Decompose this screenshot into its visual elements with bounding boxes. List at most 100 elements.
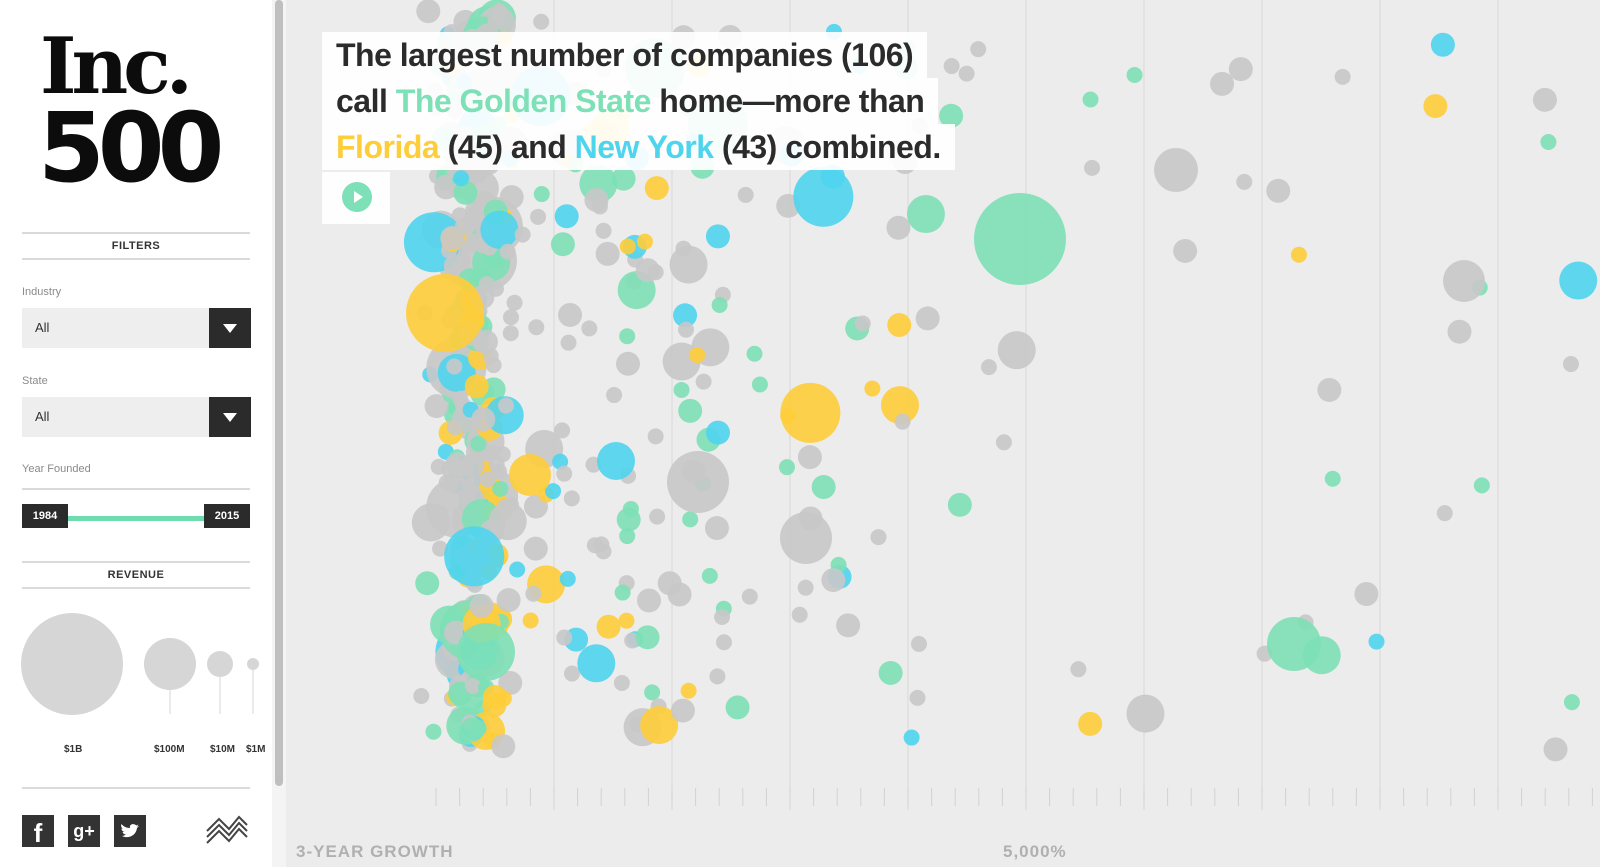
company-bubble bbox=[560, 334, 577, 351]
facebook-icon[interactable]: f bbox=[22, 815, 54, 848]
revenue-circle-10m bbox=[207, 651, 233, 677]
chevron-down-icon[interactable] bbox=[209, 397, 251, 437]
sidebar: Inc. 500 FILTERS Industry All State All … bbox=[0, 0, 272, 867]
play-icon[interactable] bbox=[342, 182, 372, 212]
chevron-down-icon[interactable] bbox=[209, 308, 251, 348]
company-bubble bbox=[894, 413, 911, 430]
company-bubble bbox=[704, 516, 729, 541]
year-max-handle[interactable]: 2015 bbox=[204, 504, 250, 528]
company-bubble bbox=[445, 452, 470, 477]
company-bubble bbox=[454, 218, 471, 235]
x-axis-title: 3-YEAR GROWTH bbox=[296, 842, 454, 861]
company-bubble bbox=[498, 670, 523, 695]
company-bubble bbox=[1317, 377, 1342, 402]
company-bubble bbox=[457, 623, 515, 681]
company-bubble bbox=[947, 492, 972, 517]
industry-select[interactable]: All bbox=[22, 308, 251, 348]
highlight-new-york: New York bbox=[574, 129, 714, 165]
company-bubble bbox=[1210, 71, 1235, 96]
company-bubble bbox=[821, 568, 846, 593]
company-bubble bbox=[452, 390, 469, 407]
company-bubble bbox=[1543, 737, 1568, 762]
company-bubble bbox=[1267, 617, 1321, 671]
company-bubble bbox=[550, 232, 575, 257]
company-bubble bbox=[556, 465, 573, 482]
x-axis-tick-label: 5,000% bbox=[1003, 842, 1067, 861]
company-bubble bbox=[595, 222, 612, 239]
company-bubble bbox=[502, 309, 519, 326]
company-bubble bbox=[779, 459, 796, 476]
company-bubble bbox=[496, 588, 521, 613]
play-box bbox=[322, 172, 390, 224]
company-bubble bbox=[1236, 173, 1253, 190]
company-bubble bbox=[552, 453, 569, 470]
company-bubble bbox=[909, 689, 926, 706]
company-bubble bbox=[593, 536, 610, 553]
company-bubble bbox=[523, 536, 548, 561]
year-range-track[interactable] bbox=[68, 516, 208, 521]
company-bubble bbox=[615, 351, 640, 376]
company-bubble bbox=[563, 490, 580, 507]
company-bubble bbox=[715, 634, 732, 651]
state-select[interactable]: All bbox=[22, 397, 251, 437]
logo-text-inc: Inc. bbox=[40, 21, 193, 112]
company-bubble bbox=[1084, 159, 1101, 176]
company-bubble bbox=[469, 593, 494, 618]
company-bubble bbox=[611, 166, 636, 191]
headline-text: (43) combined. bbox=[713, 129, 941, 165]
headline-text: (45) and bbox=[439, 129, 575, 165]
inc-500-logo[interactable]: Inc. 500 bbox=[36, 28, 240, 197]
company-bubble bbox=[619, 328, 636, 345]
company-bubble bbox=[1559, 261, 1598, 300]
company-bubble bbox=[1562, 356, 1579, 373]
company-bubble bbox=[614, 584, 631, 601]
company-bubble bbox=[880, 386, 919, 425]
company-bubble bbox=[673, 303, 698, 328]
filters-heading: FILTERS bbox=[22, 232, 250, 260]
company-bubble bbox=[695, 373, 712, 390]
company-bubble bbox=[811, 474, 836, 499]
company-bubble bbox=[622, 500, 639, 517]
company-bubble bbox=[491, 734, 516, 759]
company-bubble bbox=[746, 345, 763, 362]
company-bubble bbox=[737, 186, 754, 203]
company-bubble bbox=[1368, 633, 1385, 650]
company-bubble bbox=[780, 512, 832, 564]
company-bubble bbox=[635, 258, 660, 283]
company-bubble bbox=[709, 668, 726, 685]
company-bubble bbox=[1126, 694, 1165, 733]
company-bubble bbox=[545, 483, 562, 500]
company-bubble bbox=[554, 204, 579, 229]
company-bubble bbox=[556, 629, 573, 646]
company-bubble bbox=[1173, 238, 1198, 263]
company-bubble bbox=[836, 613, 861, 638]
company-bubble bbox=[506, 294, 523, 311]
company-bubble bbox=[495, 690, 512, 707]
company-bubble bbox=[499, 243, 516, 260]
company-bubble bbox=[678, 398, 703, 423]
company-bubble bbox=[887, 313, 912, 338]
company-bubble bbox=[525, 585, 542, 602]
company-bubble bbox=[644, 684, 661, 701]
company-bubble bbox=[1290, 246, 1307, 263]
google-plus-icon[interactable]: g+ bbox=[68, 815, 100, 847]
sidebar-scrollbar-thumb[interactable] bbox=[275, 0, 283, 786]
divider bbox=[22, 488, 250, 490]
twitter-icon[interactable] bbox=[114, 815, 146, 847]
company-bubble bbox=[741, 588, 758, 605]
company-bubble bbox=[591, 198, 608, 215]
company-bubble bbox=[606, 387, 623, 404]
wave-logo-icon[interactable] bbox=[205, 813, 249, 849]
company-bubble bbox=[1563, 694, 1580, 711]
company-bubble bbox=[514, 226, 531, 243]
company-bubble bbox=[670, 698, 695, 723]
sidebar-scrollbar[interactable] bbox=[272, 0, 286, 867]
year-min-handle[interactable]: 1984 bbox=[22, 504, 68, 528]
company-bubble bbox=[619, 238, 636, 255]
company-bubble bbox=[864, 380, 881, 397]
company-bubble bbox=[820, 164, 845, 189]
company-bubble bbox=[1532, 87, 1557, 112]
company-bubble bbox=[791, 606, 808, 623]
company-bubble bbox=[640, 706, 679, 745]
company-bubble bbox=[613, 674, 630, 691]
